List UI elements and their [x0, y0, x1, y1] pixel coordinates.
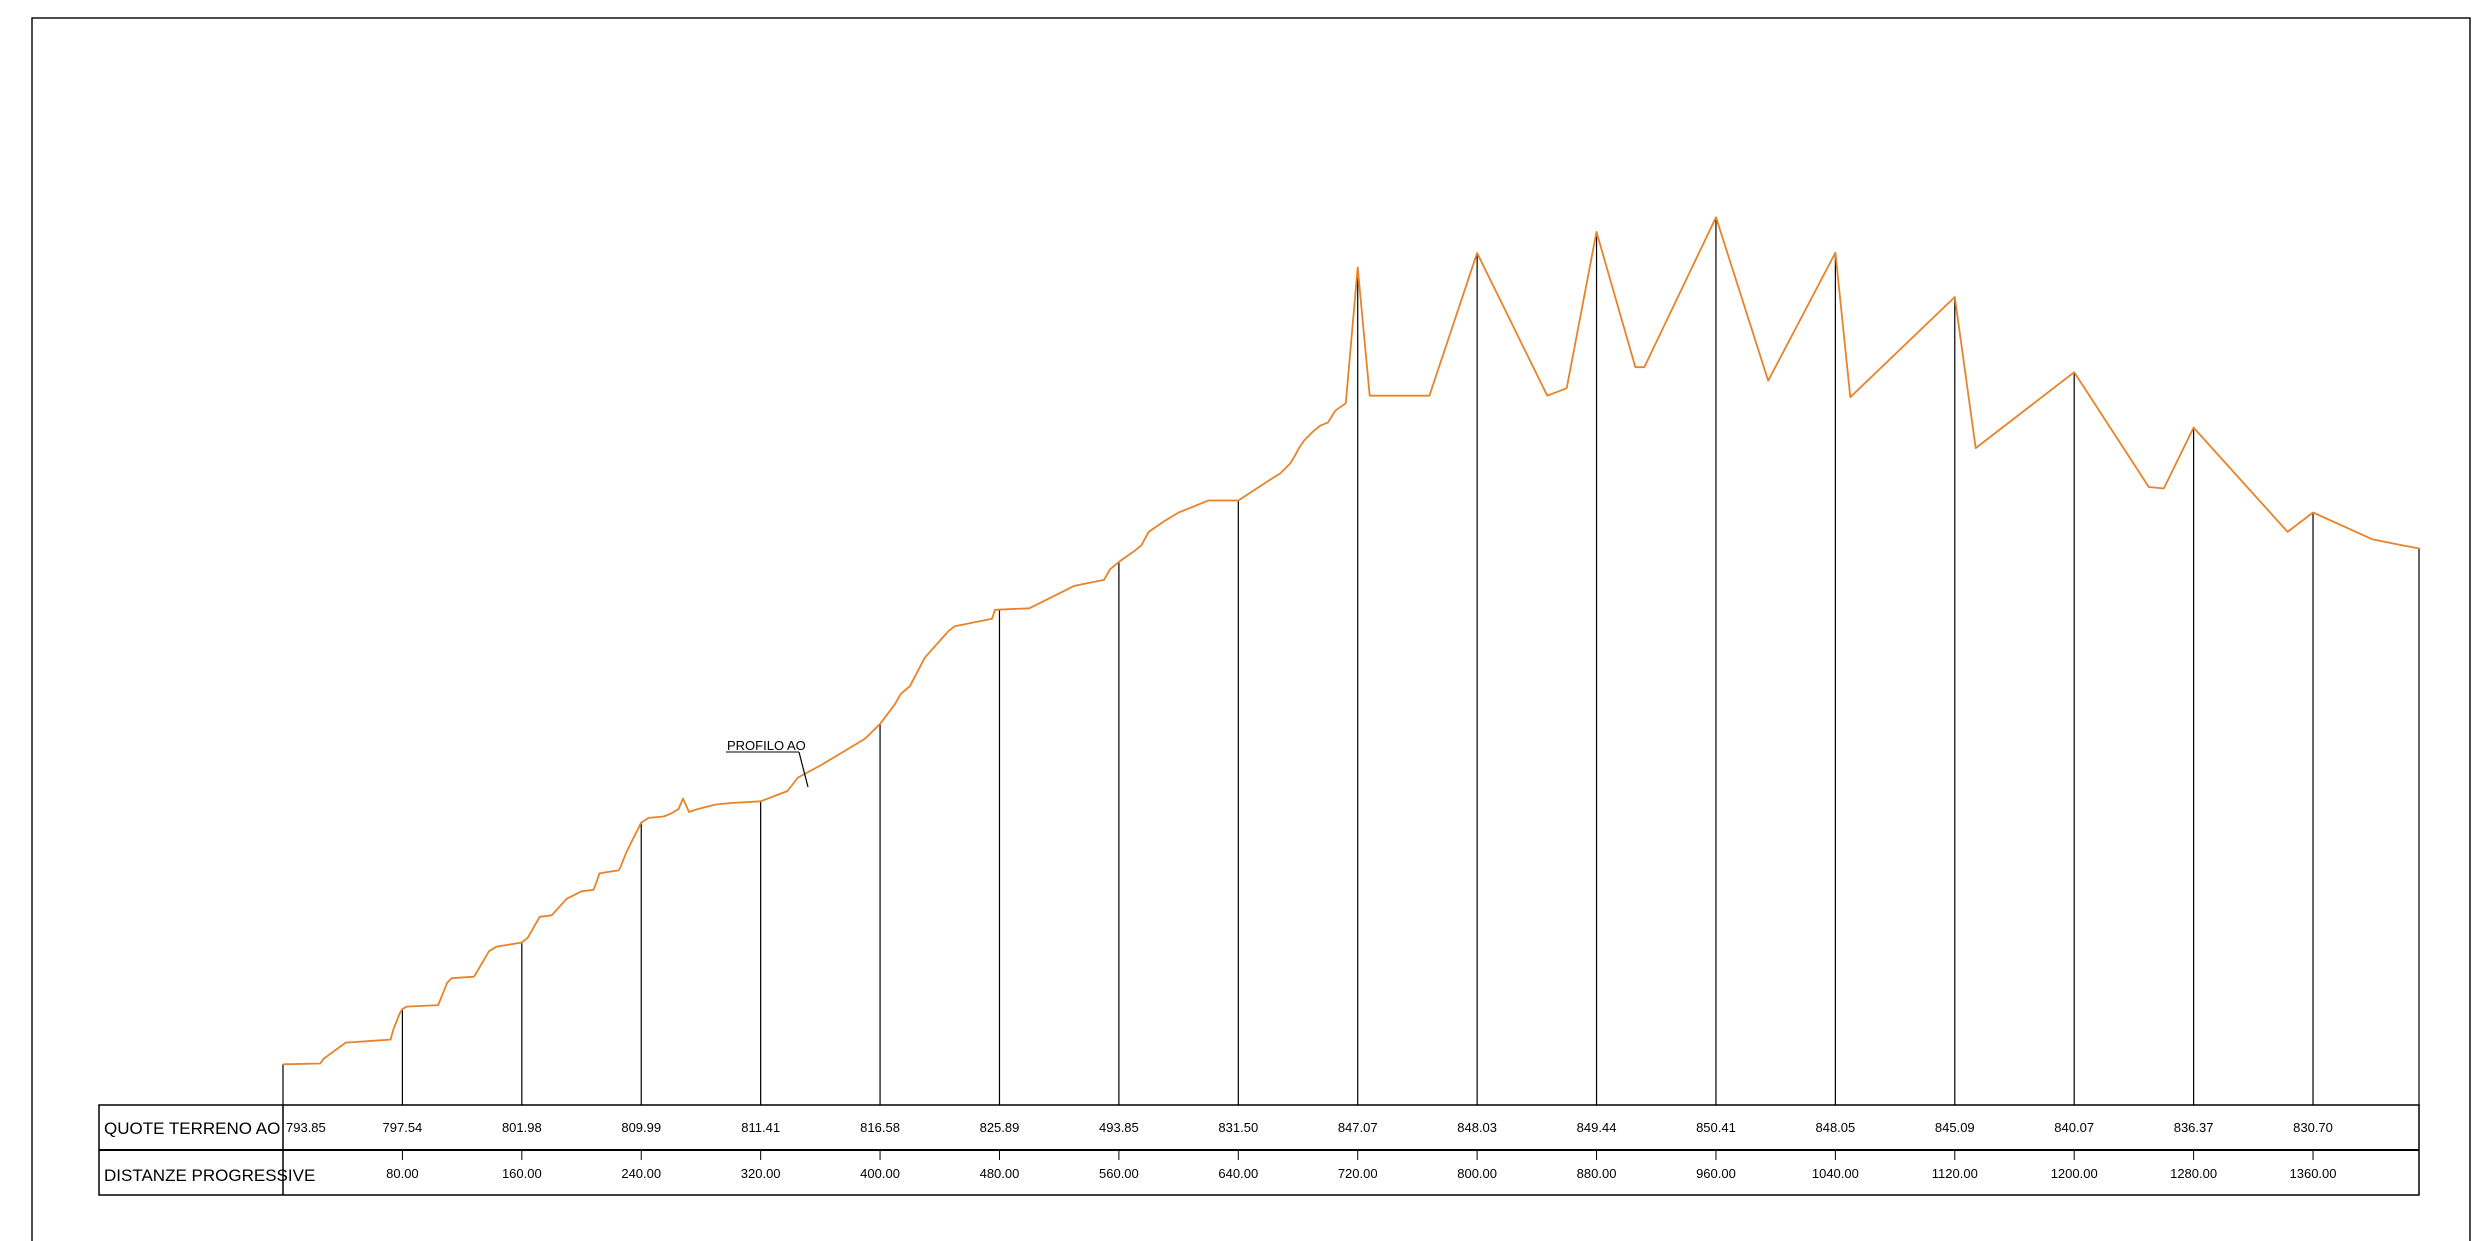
data-table: QUOTE TERRENO AO DISTANZE PROGRESSIVE	[98, 1104, 2420, 1196]
distance-value: 880.00	[1577, 1166, 1617, 1181]
elevation-value: 830.70	[2293, 1120, 2333, 1135]
elevation-value: 849.44	[1577, 1120, 1617, 1135]
elevation-value: 847.07	[1338, 1120, 1378, 1135]
elevation-value: 816.58	[860, 1120, 900, 1135]
row-label-elevations: QUOTE TERRENO AO	[104, 1119, 280, 1138]
distance-value: 80.00	[386, 1166, 419, 1181]
elevation-value: 801.98	[502, 1120, 542, 1135]
distance-value: 1120.00	[1932, 1166, 1978, 1181]
elevation-value: 831.50	[1218, 1120, 1258, 1135]
distance-value: 1200.00	[2051, 1166, 2098, 1181]
elevation-value: 850.41	[1696, 1120, 1736, 1135]
row-label-distances: DISTANZE PROGRESSIVE	[104, 1166, 315, 1185]
distance-value: 720.00	[1338, 1166, 1378, 1181]
elevation-value: 836.37	[2174, 1120, 2214, 1135]
table-cells: 793.85 797.54 80.00 801.98 160.00 809.99 240.0…	[286, 1120, 2337, 1181]
elevation-value: 793.85	[286, 1120, 326, 1135]
station-verticals	[282, 217, 2420, 1105]
distance-value: 960.00	[1696, 1166, 1736, 1181]
elevation-value: 848.03	[1457, 1120, 1497, 1135]
distance-value: 240.00	[621, 1166, 661, 1181]
elevation-value: 845.09	[1935, 1120, 1975, 1135]
annotation-label: PROFILO AO	[727, 738, 806, 753]
elevation-value: 825.89	[980, 1120, 1020, 1135]
elevation-value: 809.99	[621, 1120, 661, 1135]
elevation-value: 493.85	[1099, 1120, 1139, 1135]
profile-line	[282, 216, 2420, 1066]
sheet-border	[31, 17, 2471, 1241]
distance-value: 1280.00	[2170, 1166, 2217, 1181]
distance-value: 480.00	[980, 1166, 1020, 1181]
distance-value: 1360.00	[2290, 1166, 2337, 1181]
distance-value: 1040.00	[1812, 1166, 1859, 1181]
distance-value: 400.00	[860, 1166, 900, 1181]
distance-value: 320.00	[741, 1166, 781, 1181]
elevation-value: 811.41	[741, 1120, 780, 1135]
distance-value: 800.00	[1457, 1166, 1497, 1181]
profile-annotation: PROFILO AO	[726, 738, 809, 788]
distance-value: 640.00	[1218, 1166, 1258, 1181]
elevation-value: 797.54	[383, 1120, 423, 1135]
distance-value: 160.00	[502, 1166, 542, 1181]
distance-value: 560.00	[1099, 1166, 1139, 1181]
elevation-value: 840.07	[2054, 1120, 2094, 1135]
annotation-leader	[798, 751, 809, 788]
elevation-value: 848.05	[1815, 1120, 1855, 1135]
